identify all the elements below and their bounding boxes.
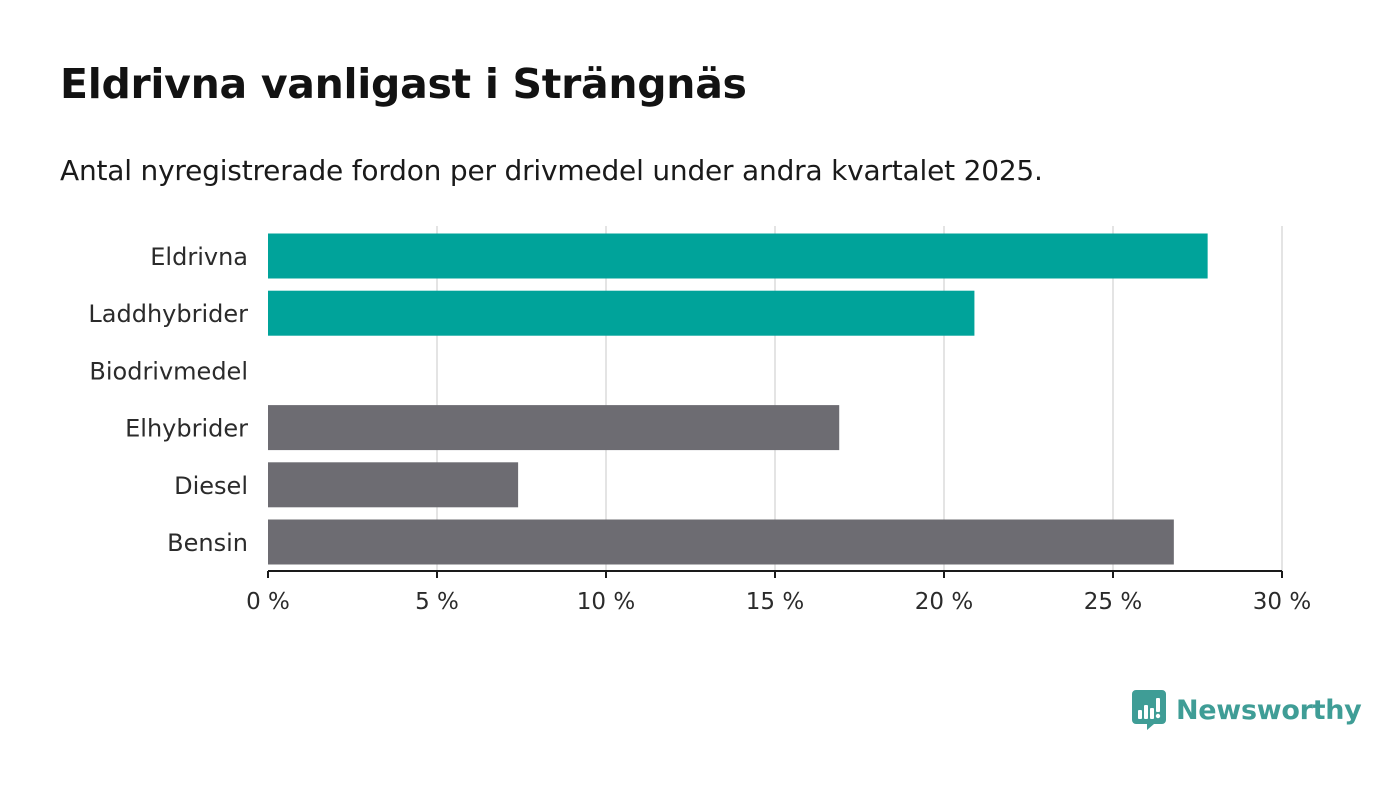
bar: [268, 405, 840, 451]
category-label: Bensin: [167, 529, 248, 557]
bar: [268, 290, 975, 336]
x-tick-label: 15 %: [746, 589, 804, 615]
x-tick-label: 30 %: [1253, 589, 1311, 615]
chart-title: Eldrivna vanligast i Strängnäs: [60, 60, 747, 108]
brand-logo: Newsworthy: [1132, 690, 1362, 730]
x-tick-label: 20 %: [915, 589, 973, 615]
x-tick-label: 0 %: [246, 589, 290, 615]
newsworthy-logo-icon: [1132, 690, 1166, 730]
bar: [268, 462, 519, 508]
bar: [268, 519, 1174, 565]
category-label: Elhybrider: [125, 415, 248, 443]
bar: [268, 233, 1208, 279]
brand-name: Newsworthy: [1176, 694, 1362, 726]
category-label: Diesel: [174, 472, 248, 500]
chart-subtitle: Antal nyregistrerade fordon per drivmede…: [60, 154, 1043, 187]
x-tick-label: 10 %: [577, 589, 635, 615]
category-label: Laddhybrider: [88, 300, 248, 328]
x-tick-label: 25 %: [1084, 589, 1142, 615]
category-label: Eldrivna: [150, 243, 248, 271]
x-tick-label: 5 %: [415, 589, 459, 615]
category-label: Biodrivmedel: [89, 357, 248, 385]
